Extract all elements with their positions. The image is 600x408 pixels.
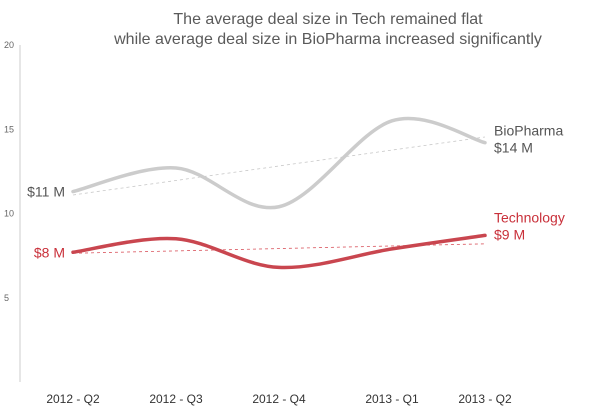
y-tick-label: 10 bbox=[4, 209, 14, 219]
technology-series-name: Technology bbox=[494, 209, 565, 225]
biopharma-series-line bbox=[71, 116, 487, 210]
series-lines bbox=[71, 116, 487, 270]
chart-title-line-2: while average deal size in BioPharma inc… bbox=[113, 31, 542, 48]
technology-series-line bbox=[71, 233, 487, 270]
biopharma-end-label: $14 M bbox=[494, 140, 533, 156]
y-tick-label: 20 bbox=[4, 40, 14, 50]
x-ticks: 2012 - Q2 2012 - Q3 2012 - Q4 2013 - Q1 2013… bbox=[46, 392, 512, 406]
y-tick-label: 15 bbox=[4, 124, 14, 134]
biopharma-trendline bbox=[72, 136, 486, 196]
biopharma-series-name: BioPharma bbox=[494, 123, 563, 139]
chart-title-line-1: The average deal size in Tech remained f… bbox=[173, 11, 483, 28]
x-tick-label: 2013 - Q2 bbox=[458, 392, 512, 406]
y-tick-label: 5 bbox=[4, 293, 9, 303]
trendlines bbox=[72, 136, 486, 254]
x-tick-label: 2013 - Q1 bbox=[365, 392, 419, 406]
series-labels: $11 M BioPharma$14 M $8 M Technology$9 M bbox=[27, 123, 565, 261]
y-ticks: 5 10 15 20 bbox=[4, 40, 14, 303]
biopharma-start-label: $11 M bbox=[27, 184, 65, 200]
x-tick-label: 2012 - Q4 bbox=[252, 392, 306, 406]
x-tick-label: 2012 - Q2 bbox=[46, 392, 100, 406]
x-tick-label: 2012 - Q3 bbox=[149, 392, 203, 406]
technology-end-label: $9 M bbox=[494, 226, 525, 242]
technology-start-label: $8 M bbox=[34, 244, 65, 260]
